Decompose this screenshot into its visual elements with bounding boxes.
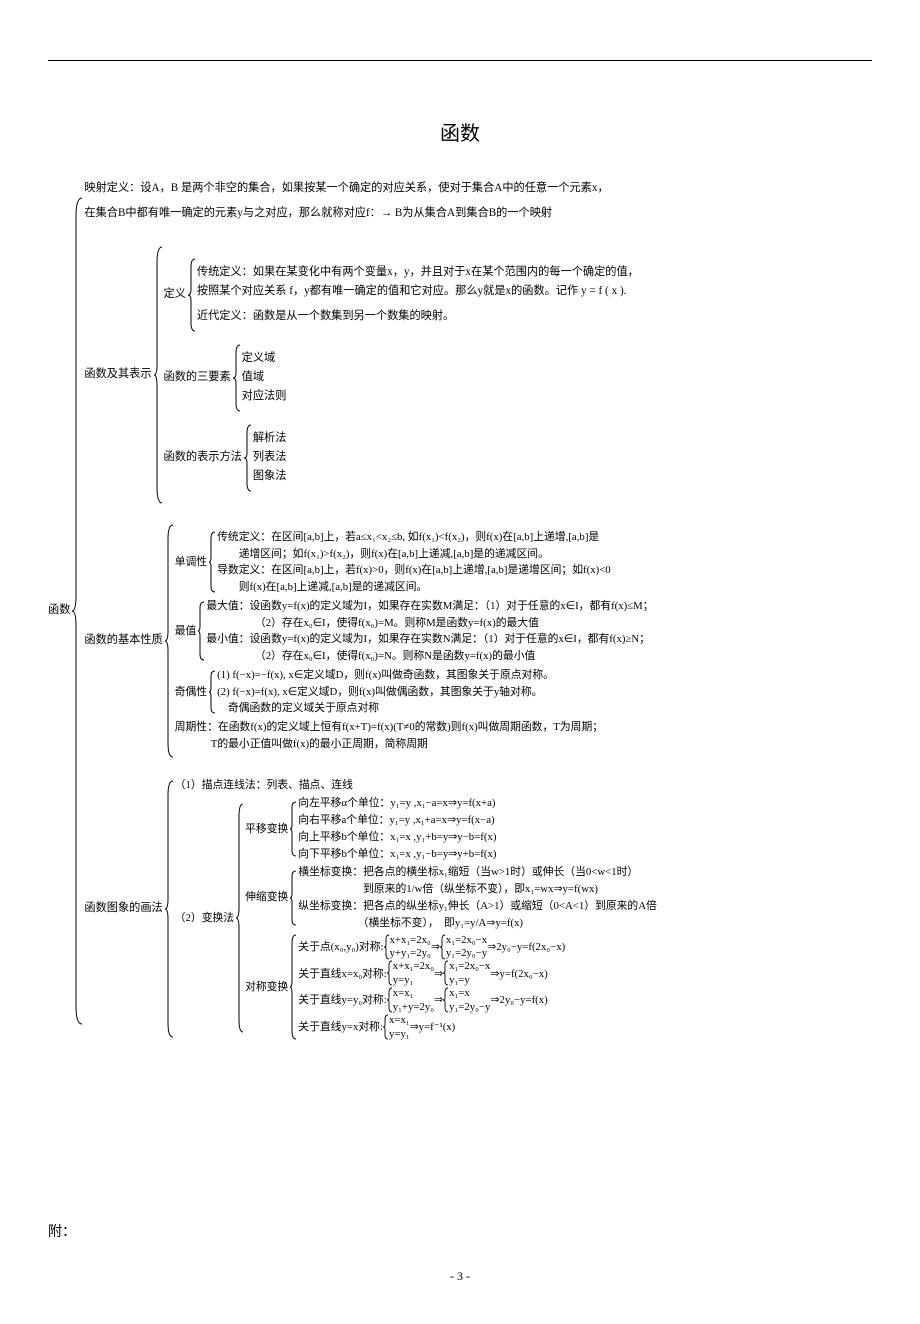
period-label: 周期性： [175,721,218,733]
rep-label: 函数及其表示 [84,245,153,505]
scale-a: 横坐标变换：把各点的横坐标x₁缩短（当w>1时）或伸长（当0<w<1时） [298,864,657,881]
mono-deriv: 导数定义：在区间[a,b]上，若f(x)>0，则f(x)在[a,b]上递增,[a… [217,562,611,579]
parity-label: 奇偶性 [175,667,209,717]
footnote: 附： [48,1221,872,1241]
three-elem-label: 函数的三要素 [164,343,233,413]
sym-d-rhs: ⇒y=f⁻¹(x) [410,1019,456,1036]
method-a: 解析法 [253,430,287,447]
parity-note: 奇偶函数的定义域关于原点对称 [217,700,554,717]
sym-c: 关于直线y=y₀对称: [298,992,386,1009]
graph-m1: （1）描点连线法：列表、描点、连线 [175,777,657,794]
props-label: 函数的基本性质 [84,523,164,759]
period-p2: T的最小正值叫做f(x)的最小正周期，简称周期 [175,736,654,753]
mini-brace-icon: x+x₁=2x₀y=y₁ [387,960,434,987]
sym-b-rhs: ⇒y=f(2x₀−x) [490,966,547,983]
arrow-icon: ⇒ [431,939,440,956]
concept-tree: 函数 映射定义：设A，B 是两个非空的集合，如果按某一个确定的对应关系，使对于集… [48,180,872,1041]
brace-icon [290,864,298,931]
mono-deriv2: 则f(x)在[a,b]上递减,[a,b]是的递减区间。 [217,579,611,596]
scale-b: 纵坐标变换：把各点的纵坐标y₁伸长（A>1）或缩短（0<A<1）到原来的A倍 [298,898,657,915]
arrow-icon: ⇒ [434,966,443,983]
sym-c-rhs: ⇒2y₀−y=f(x) [490,992,547,1009]
sym-d: 关于直线y=x对称: [298,1019,383,1036]
brace-icon [244,423,253,493]
mini-brace-icon: x+x₁=2x₀y+y₁=2y₀ [384,934,431,961]
brace-icon [72,180,84,1041]
brace-icon [236,795,245,1041]
mini-brace-icon: x=x₁y₁+y=2y₀ [387,987,434,1014]
sym-a-rhs: ⇒2y₀−y=f(2x₀−x) [487,939,565,956]
methods-label: 函数的表示方法 [164,423,244,493]
ext-max: 最大值：设函数y=f(x)的定义域为I，如果存在实数M满足：（1）对于任意的x∈… [206,598,653,615]
mapping-line1: 映射定义：设A，B 是两个非空的集合，如果按某一个确定的对应关系，使对于集合A中… [84,180,656,197]
mono-trad2: 递增区间；如f(x₁)>f(x₂)，则f(x)在[a,b]上递减,[a,b]是的… [217,546,611,563]
mini-brace-icon: x=x₁y=y₁ [383,1014,410,1041]
def-label: 定义 [164,257,188,333]
arrow-icon: ⇒ [434,992,443,1009]
ext-label: 最值 [175,598,199,665]
ext-min: 最小值：设函数y=f(x)的定义域为I，如果存在实数N满足：（1）对于任意的x∈… [206,631,653,648]
mapping-line2: 在集合B中都有唯一确定的元素y与之对应，那么就称对应f：→ B为从集合A到集合B… [84,205,656,222]
graph-label: 函数图象的画法 [84,777,164,1042]
brace-icon [198,598,206,665]
def-trad1: 传统定义：如果在某变化中有两个变量x，y，并且对于x在某个范围内的每一个确定的值… [197,264,639,281]
shift-c: 向上平移b个单位：x₁=x ,y₁+b=y⇒y−b=f(x) [298,829,496,846]
page-number: - 3 - [48,1269,872,1284]
three-c: 对应法则 [242,388,287,405]
mini-brace-icon: x₁=xy₁=2y₀−y [443,987,490,1014]
sym-a: 关于点(x₀,y₀)对称: [298,939,383,956]
parity-even: (2) f(−x)=f(x), x∈定义域D，则f(x)叫做偶函数，其图象关于y… [217,684,554,701]
sym-b: 关于直线x=x₀对称: [298,966,386,983]
brace-icon [209,667,217,717]
brace-icon [165,523,175,759]
page-title: 函数 [48,117,872,146]
def-modern: 近代定义：函数是从一个数集到另一个数集的映射。 [197,308,639,325]
mini-brace-icon: x₁=2x₀−xy₁=y [443,960,490,987]
shift-d: 向下平移b个单位：x₁=x ,y₁−b=y⇒y+b=f(x) [298,846,496,863]
ext-min2: （2）存在x₀∈I，使得f(x₀)=N。则称N是函数y=f(x)的最小值 [206,648,653,665]
mini-brace-icon: x₁=2x₀−xy₁=2y₀−y [440,934,487,961]
period-p1: 在函数f(x)的定义域上恒有f(x+T)=f(x)(T≠0的常数)则f(x)叫做… [218,721,603,733]
parity-odd: (1) f(−x)=−f(x), x∈定义域D，则f(x)叫做奇函数，其图象关于… [217,667,554,684]
mono-trad: 传统定义：在区间[a,b]上，若a≤x₁<x₂≤b, 如f(x₁)<f(x₂)，… [217,529,611,546]
brace-icon [209,529,217,596]
brace-icon [233,343,242,413]
brace-icon [165,777,175,1042]
scale-label: 伸缩变换 [245,864,290,931]
def-trad2: 按照某个对应关系 f，y都有唯一确定的值和它对应。那么y就是x的函数。记作 y … [197,283,639,300]
shift-a: 向左平移α个单位：y₁=y ,x₁−a=x⇒y=f(x+a) [298,795,496,812]
three-a: 定义域 [242,350,287,367]
m2-label: （2）变换法 [175,795,236,1041]
sym-label: 对称变换 [245,933,290,1041]
brace-icon [290,795,298,862]
scale-b2: （横坐标不变）， 即y₁=y/A⇒y=f(x) [298,915,657,932]
root-label: 函数 [48,180,72,1041]
mono-label: 单调性 [175,529,209,596]
brace-icon [290,933,298,1041]
three-b: 值域 [242,369,287,386]
shift-label: 平移变换 [245,795,290,862]
scale-a2: 到原来的1/w倍（纵坐标不变），即x₁=wx⇒y=f(wx) [298,881,657,898]
method-c: 图象法 [253,468,287,485]
brace-icon [188,257,197,333]
shift-b: 向右平移a个单位：y₁=y ,x₁+a=x⇒y=f(x−a) [298,812,496,829]
method-b: 列表法 [253,449,287,466]
ext-max2: （2）存在x₀∈I，使得f(x₀)=M。则称M是函数y=f(x)的最大值 [206,615,653,632]
brace-icon [154,245,164,505]
